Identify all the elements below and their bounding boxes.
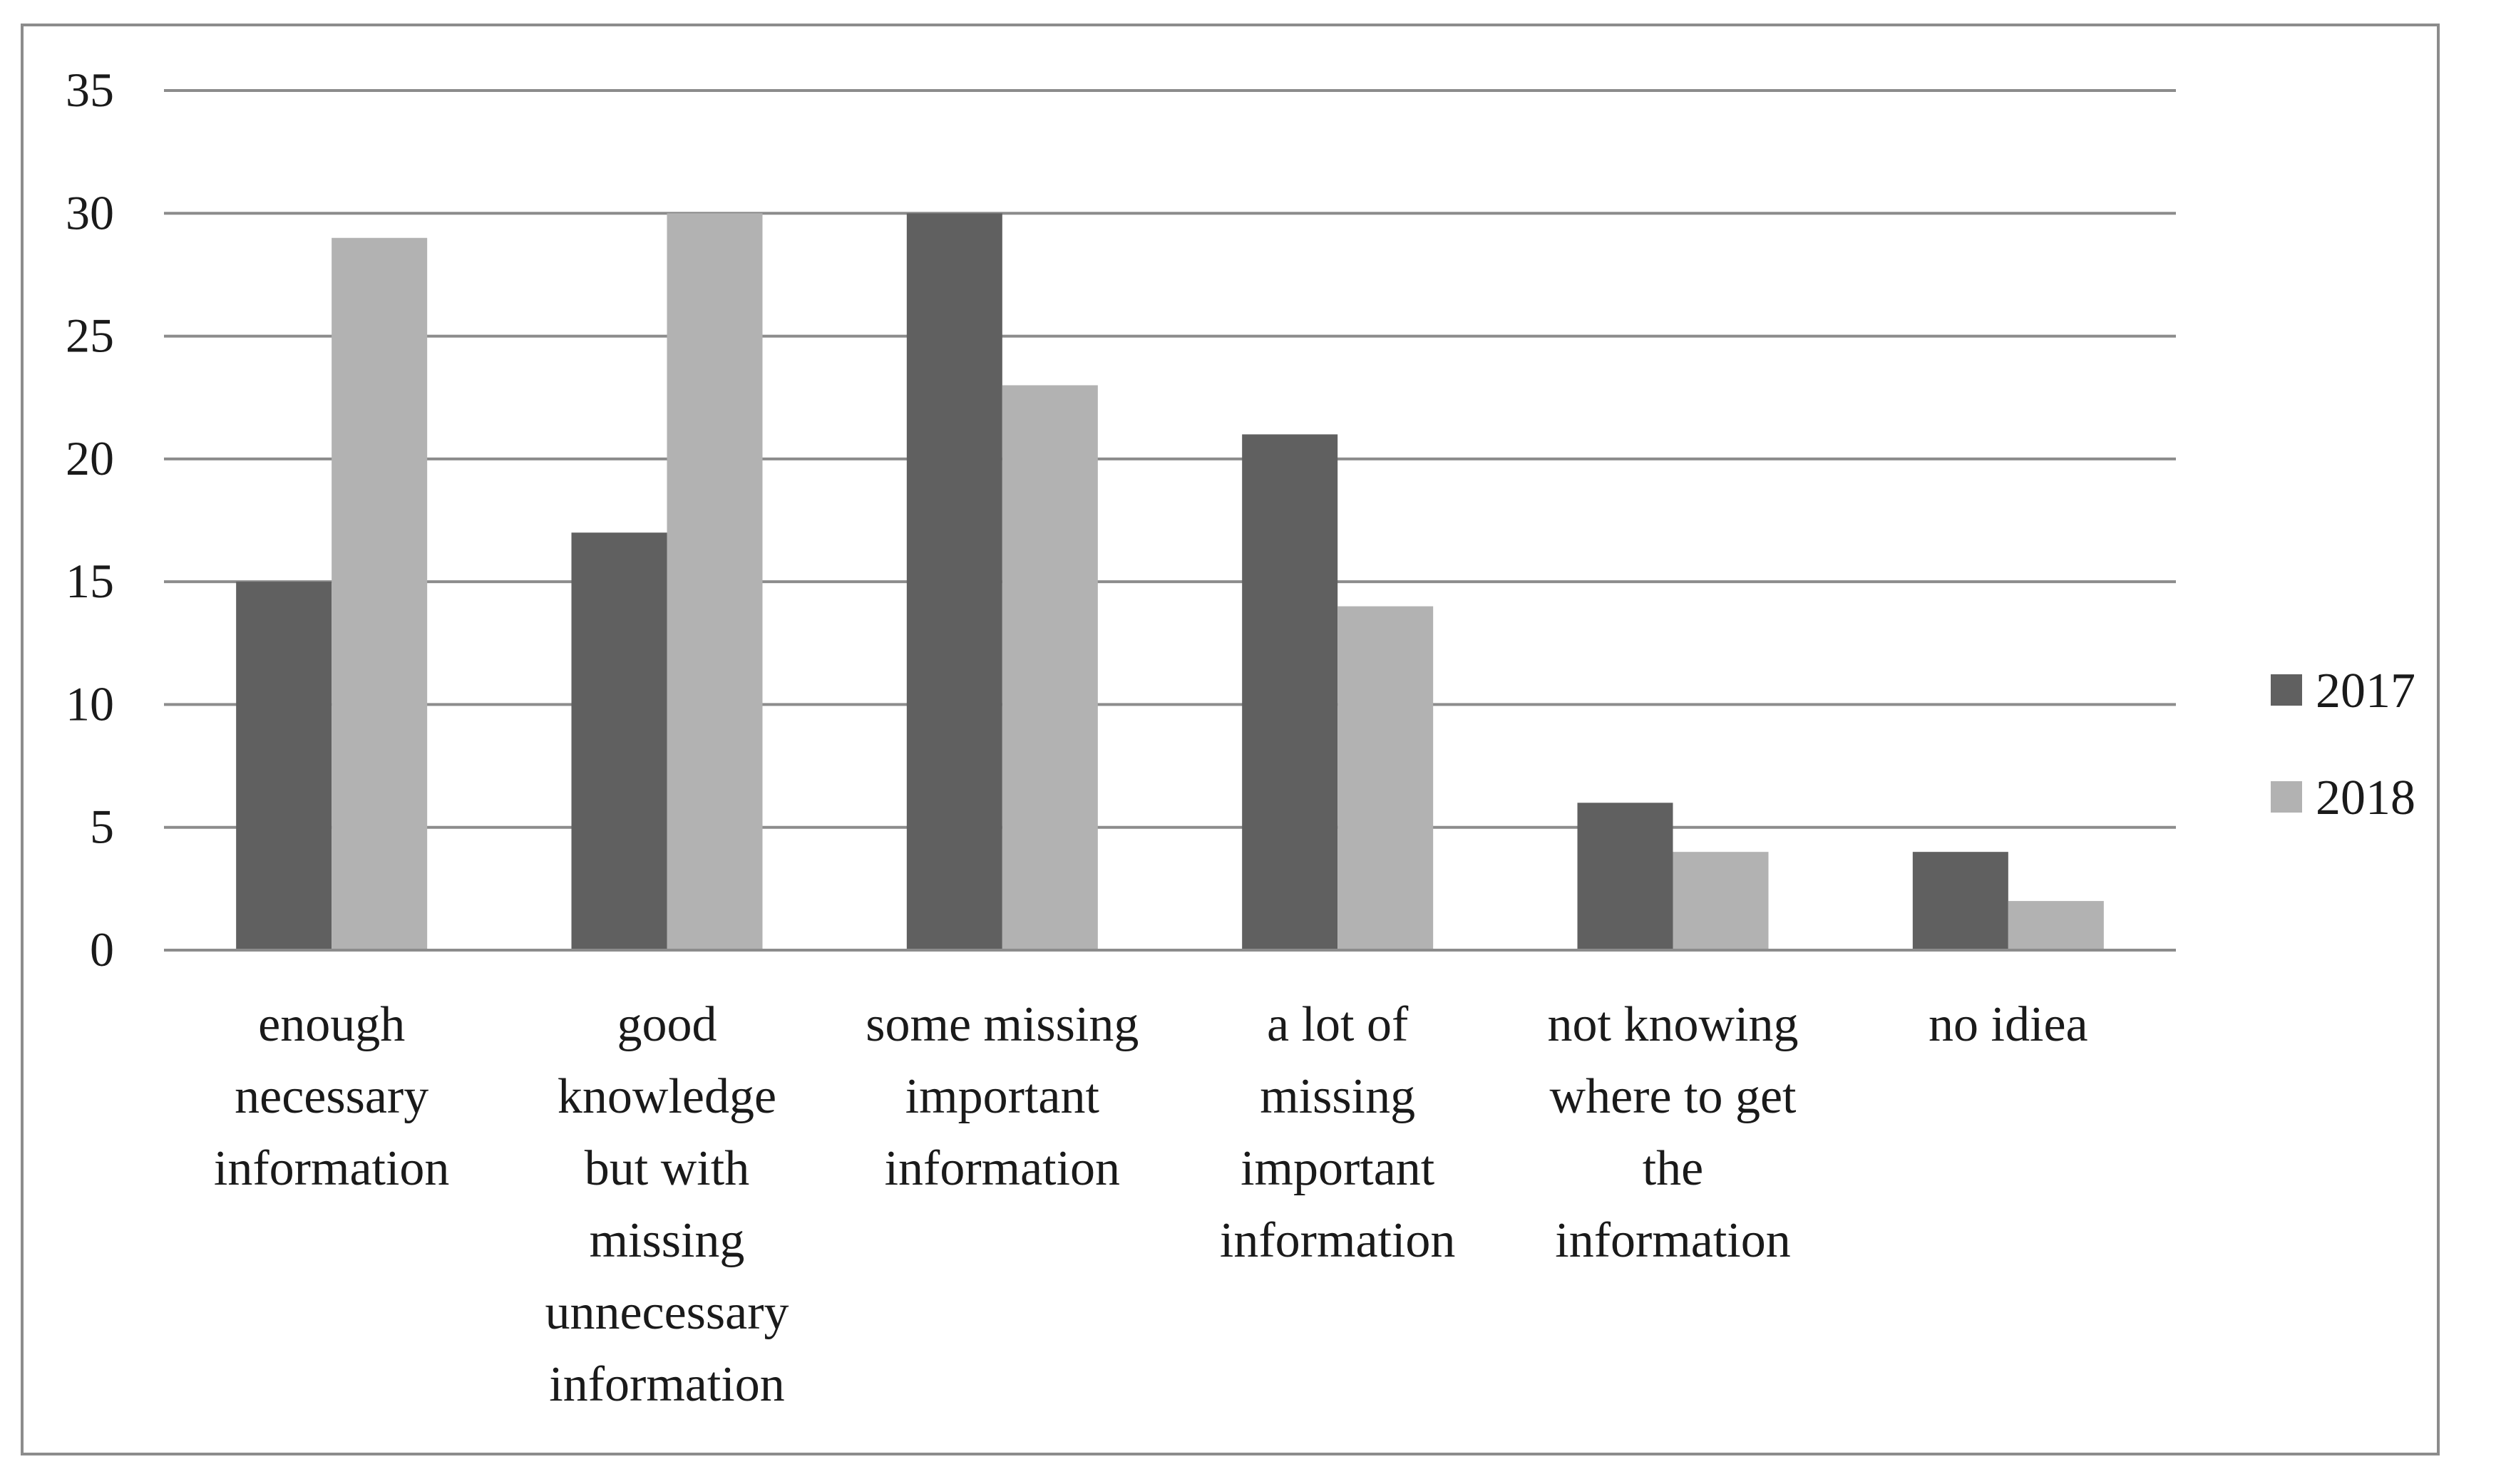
category-label-line: information [1555,1213,1790,1268]
category-label-line: unnecessary [545,1285,789,1340]
y-tick-label: 30 [66,185,114,239]
category-label: a lot of missing important information [1220,997,1455,1268]
category-label-line: but with [585,1141,749,1196]
bar-2017-5 [1912,852,2008,950]
category-label-line: a lot of [1267,997,1409,1052]
bars [236,213,2104,951]
bar-2017-3 [1242,434,1338,950]
category-label-line: good [617,997,717,1052]
legend-swatch-2018 [2271,781,2302,813]
category-label-line: missing [1260,1069,1415,1124]
y-tick-label: 0 [90,922,114,977]
category-label-line: where to get [1550,1069,1797,1124]
category-label-line: information [1220,1213,1455,1268]
legend-label-2017: 2017 [2316,664,2415,718]
y-tick-label: 20 [66,431,114,485]
bar-2018-4 [1673,852,1769,950]
bar-2017-0 [236,582,332,950]
category-label-line: necessary [235,1069,428,1124]
y-tick-label: 25 [66,309,114,363]
x-axis-category-labels: enough necessary information good knowledge b… [214,997,2088,1412]
category-label-line: important [905,1069,1100,1124]
gridlines [164,89,2176,829]
legend: 2017 2018 [2271,664,2415,825]
category-label: some missing important information [866,997,1139,1196]
category-label-line: the [1643,1141,1704,1196]
category-label: enough necessary information [214,997,449,1196]
category-label-line: no idiea [1929,997,2088,1052]
bar-2018-3 [1337,606,1434,950]
y-tick-label: 35 [66,63,114,117]
category-label-line: knowledge [558,1069,776,1124]
legend-swatch-2017 [2271,674,2302,706]
bar-2018-1 [667,213,763,951]
category-label: no idiea [1929,997,2088,1052]
bar-2018-0 [332,237,428,950]
category-label-line: information [885,1141,1120,1196]
category-label-line: information [214,1141,449,1196]
category-label-line: not knowing [1548,997,1799,1052]
bar-2017-1 [571,532,667,950]
legend-label-2018: 2018 [2316,771,2415,825]
y-tick-label: 10 [66,676,114,731]
category-label-line: some missing [866,997,1139,1052]
category-label: not knowing where to get the information [1548,997,1799,1268]
category-label-line: information [549,1357,784,1412]
category-label-line: important [1241,1141,1435,1196]
category-label-line: enough [258,997,405,1052]
category-label: good knowledge but with missing unnecessary i… [545,997,789,1412]
category-label-line: missing [590,1213,745,1268]
bar-2018-5 [2008,901,2104,950]
y-tick-label: 15 [66,554,114,608]
bar-2017-4 [1577,803,1673,950]
bar-2017-2 [906,213,1002,951]
y-tick-label: 5 [90,800,114,854]
y-axis-tick-labels: 0 5 10 15 20 25 30 35 [66,63,114,977]
bar-2018-2 [1002,385,1098,950]
